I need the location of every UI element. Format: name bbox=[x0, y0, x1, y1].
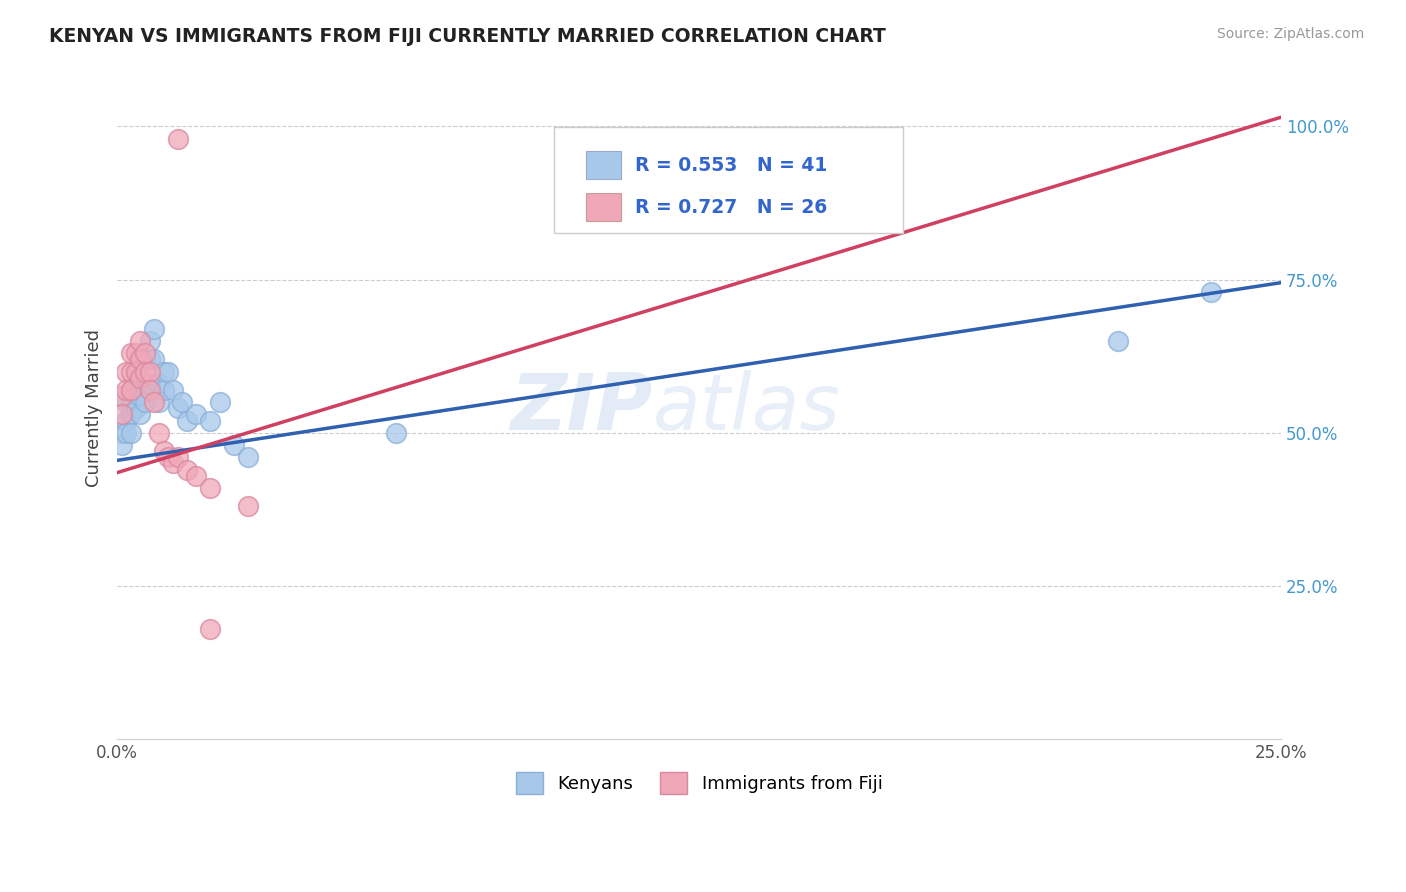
Point bbox=[200, 481, 222, 495]
Point bbox=[152, 383, 174, 397]
Point bbox=[139, 352, 162, 367]
Point bbox=[115, 413, 138, 427]
Point bbox=[172, 395, 194, 409]
Point bbox=[129, 389, 152, 403]
Point bbox=[200, 413, 222, 427]
Point bbox=[111, 438, 134, 452]
Legend: Kenyans, Immigrants from Fiji: Kenyans, Immigrants from Fiji bbox=[506, 763, 891, 803]
Point bbox=[236, 450, 259, 465]
Point bbox=[120, 383, 142, 397]
FancyBboxPatch shape bbox=[586, 194, 621, 221]
Point bbox=[176, 462, 198, 476]
Point bbox=[129, 408, 152, 422]
Point bbox=[176, 413, 198, 427]
Point bbox=[125, 401, 148, 416]
Point bbox=[148, 395, 170, 409]
Point bbox=[115, 383, 138, 397]
Point bbox=[148, 425, 170, 440]
Point bbox=[152, 364, 174, 378]
Point bbox=[134, 352, 156, 367]
Point bbox=[139, 383, 162, 397]
Point bbox=[134, 395, 156, 409]
Point bbox=[186, 408, 208, 422]
Point bbox=[129, 370, 152, 384]
Point bbox=[111, 425, 134, 440]
Point bbox=[120, 395, 142, 409]
Point bbox=[125, 364, 148, 378]
FancyBboxPatch shape bbox=[554, 127, 903, 233]
Text: R = 0.727   N = 26: R = 0.727 N = 26 bbox=[636, 198, 827, 217]
Point bbox=[111, 408, 134, 422]
Point bbox=[111, 389, 134, 403]
Point bbox=[129, 352, 152, 367]
Point bbox=[139, 364, 162, 378]
Point bbox=[125, 383, 148, 397]
Point bbox=[208, 395, 231, 409]
Point bbox=[157, 450, 180, 465]
Point bbox=[125, 364, 148, 378]
Point bbox=[236, 500, 259, 514]
Point bbox=[148, 376, 170, 391]
Point bbox=[222, 438, 245, 452]
Point bbox=[385, 425, 408, 440]
Point bbox=[143, 395, 166, 409]
Point bbox=[120, 408, 142, 422]
Text: R = 0.553   N = 41: R = 0.553 N = 41 bbox=[636, 156, 827, 175]
Point bbox=[115, 425, 138, 440]
Point bbox=[162, 457, 184, 471]
Point bbox=[120, 346, 142, 360]
Point bbox=[143, 321, 166, 335]
Point bbox=[115, 364, 138, 378]
Point bbox=[162, 383, 184, 397]
Point bbox=[120, 364, 142, 378]
Text: ZIP: ZIP bbox=[510, 370, 652, 446]
Point bbox=[1199, 285, 1222, 299]
Text: Source: ZipAtlas.com: Source: ZipAtlas.com bbox=[1216, 27, 1364, 41]
Point bbox=[157, 364, 180, 378]
Point bbox=[115, 395, 138, 409]
Text: atlas: atlas bbox=[652, 370, 841, 446]
Point bbox=[120, 383, 142, 397]
Point bbox=[139, 376, 162, 391]
Point bbox=[143, 352, 166, 367]
Point bbox=[120, 425, 142, 440]
Text: KENYAN VS IMMIGRANTS FROM FIJI CURRENTLY MARRIED CORRELATION CHART: KENYAN VS IMMIGRANTS FROM FIJI CURRENTLY… bbox=[49, 27, 886, 45]
Point bbox=[129, 352, 152, 367]
Point bbox=[1107, 334, 1129, 348]
Point bbox=[134, 364, 156, 378]
Point bbox=[129, 370, 152, 384]
Point bbox=[186, 468, 208, 483]
Point bbox=[152, 444, 174, 458]
FancyBboxPatch shape bbox=[586, 152, 621, 179]
Point bbox=[134, 376, 156, 391]
Point bbox=[200, 622, 222, 636]
Point bbox=[166, 401, 188, 416]
Point bbox=[125, 346, 148, 360]
Point bbox=[129, 334, 152, 348]
Point bbox=[166, 450, 188, 465]
Point bbox=[166, 132, 188, 146]
Y-axis label: Currently Married: Currently Married bbox=[86, 329, 103, 487]
Point bbox=[139, 334, 162, 348]
Point bbox=[134, 346, 156, 360]
